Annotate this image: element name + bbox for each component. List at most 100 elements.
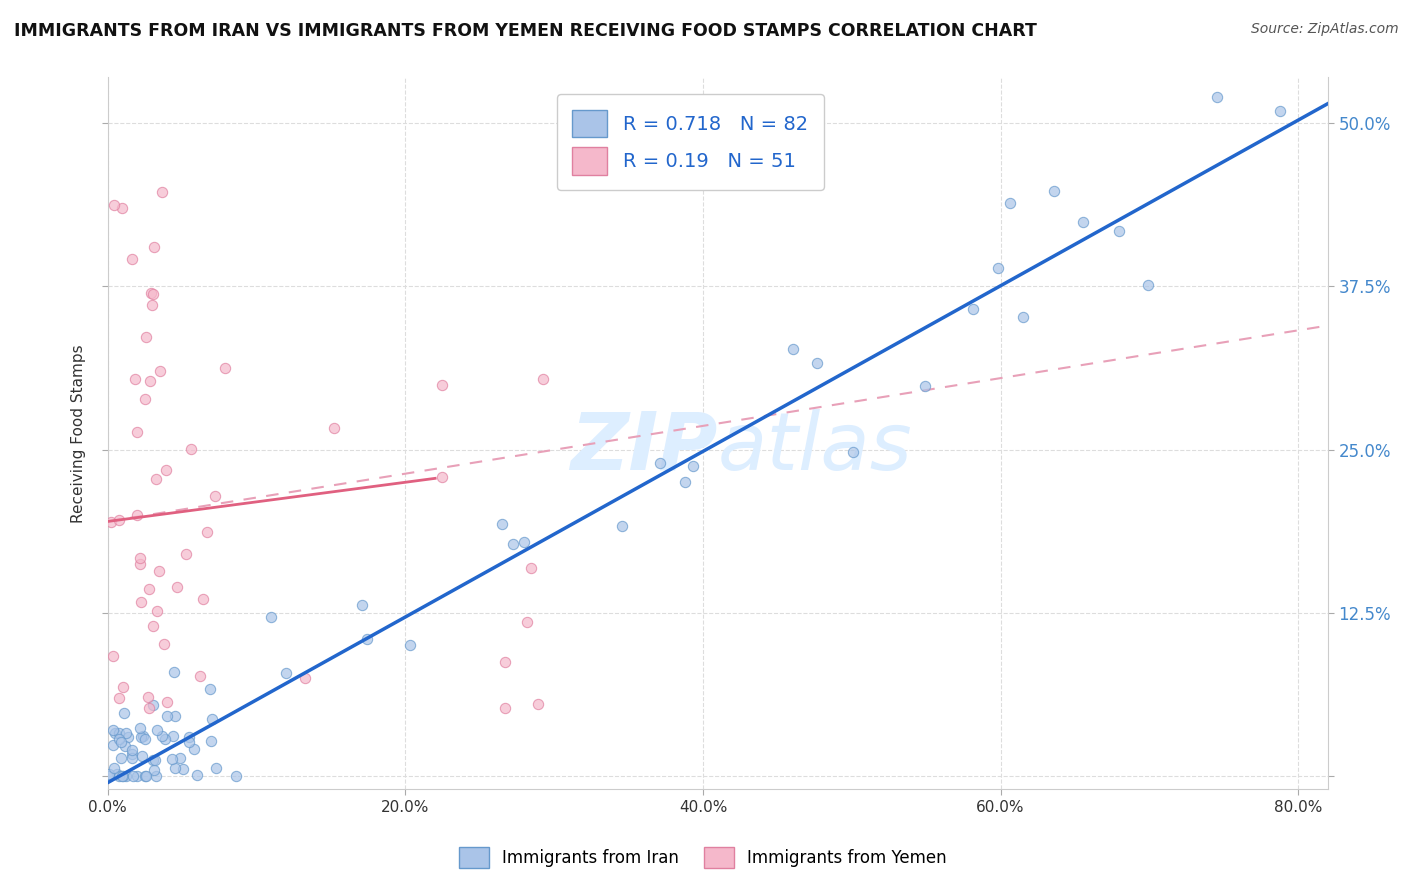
- Point: [139, 374, 162, 388]
- Point: [121, 743, 143, 757]
- Point: [122, 769, 145, 783]
- Point: [179, 730, 201, 744]
- Point: [163, 709, 186, 723]
- Point: [1042, 184, 1064, 198]
- Point: [148, 565, 170, 579]
- Point: [163, 665, 186, 679]
- Point: [136, 690, 159, 705]
- Point: [134, 769, 156, 783]
- Point: [962, 301, 984, 316]
- Point: [128, 722, 150, 736]
- Point: [155, 732, 177, 747]
- Point: [225, 769, 247, 783]
- Point: [172, 762, 194, 776]
- Point: [101, 723, 124, 737]
- Point: [142, 619, 165, 633]
- Point: [142, 763, 165, 777]
- Point: [200, 734, 222, 748]
- Point: [205, 761, 228, 775]
- Point: [432, 377, 454, 392]
- Point: [101, 739, 124, 753]
- Point: [141, 298, 163, 312]
- Point: [1108, 224, 1130, 238]
- Point: [98, 767, 121, 781]
- Point: [152, 638, 174, 652]
- Point: [115, 769, 138, 783]
- Point: [494, 655, 516, 669]
- Point: [156, 709, 179, 723]
- Point: [138, 700, 160, 714]
- Point: [141, 286, 163, 301]
- Point: [516, 615, 538, 630]
- Point: [100, 515, 122, 529]
- Point: [430, 470, 453, 484]
- Point: [112, 706, 135, 720]
- Point: [110, 735, 132, 749]
- Point: [101, 648, 124, 663]
- Point: [214, 360, 236, 375]
- Point: [914, 379, 936, 393]
- Legend: R = 0.718   N = 82, R = 0.19   N = 51: R = 0.718 N = 82, R = 0.19 N = 51: [557, 95, 824, 190]
- Point: [998, 196, 1021, 211]
- Point: [322, 421, 344, 435]
- Point: [107, 732, 129, 747]
- Point: [138, 582, 160, 597]
- Point: [294, 671, 316, 685]
- Point: [128, 557, 150, 571]
- Legend: Immigrants from Iran, Immigrants from Yemen: Immigrants from Iran, Immigrants from Ye…: [453, 840, 953, 875]
- Point: [198, 682, 221, 697]
- Point: [111, 769, 134, 783]
- Point: [191, 592, 214, 607]
- Point: [186, 768, 208, 782]
- Point: [142, 698, 165, 712]
- Point: [162, 729, 184, 743]
- Text: IMMIGRANTS FROM IRAN VS IMMIGRANTS FROM YEMEN RECEIVING FOOD STAMPS CORRELATION : IMMIGRANTS FROM IRAN VS IMMIGRANTS FROM …: [14, 22, 1038, 40]
- Point: [107, 690, 129, 705]
- Point: [132, 729, 155, 743]
- Point: [150, 729, 173, 743]
- Point: [143, 753, 166, 767]
- Point: [350, 598, 373, 612]
- Point: [117, 730, 139, 744]
- Point: [142, 240, 165, 254]
- Point: [155, 695, 177, 709]
- Point: [163, 761, 186, 775]
- Point: [356, 632, 378, 646]
- Point: [134, 392, 156, 406]
- Point: [195, 525, 218, 540]
- Point: [131, 748, 153, 763]
- Point: [806, 356, 828, 370]
- Point: [200, 712, 222, 726]
- Point: [1268, 103, 1291, 118]
- Point: [1012, 310, 1035, 325]
- Point: [174, 547, 197, 561]
- Point: [1137, 277, 1160, 292]
- Point: [145, 604, 167, 618]
- Point: [146, 723, 169, 738]
- Point: [129, 595, 152, 609]
- Point: [135, 769, 157, 783]
- Point: [108, 769, 131, 783]
- Point: [204, 489, 226, 503]
- Point: [103, 761, 125, 775]
- Point: [160, 751, 183, 765]
- Point: [145, 472, 167, 486]
- Point: [125, 425, 148, 439]
- Text: atlas: atlas: [718, 409, 912, 486]
- Point: [987, 261, 1010, 276]
- Point: [103, 198, 125, 212]
- Point: [112, 769, 135, 783]
- Point: [110, 750, 132, 764]
- Point: [127, 769, 149, 783]
- Point: [841, 444, 863, 458]
- Point: [124, 372, 146, 386]
- Point: [169, 751, 191, 765]
- Point: [494, 700, 516, 714]
- Point: [121, 747, 143, 762]
- Point: [276, 666, 298, 681]
- Point: [1071, 215, 1094, 229]
- Point: [135, 330, 157, 344]
- Point: [188, 668, 211, 682]
- Point: [612, 519, 634, 533]
- Point: [104, 726, 127, 740]
